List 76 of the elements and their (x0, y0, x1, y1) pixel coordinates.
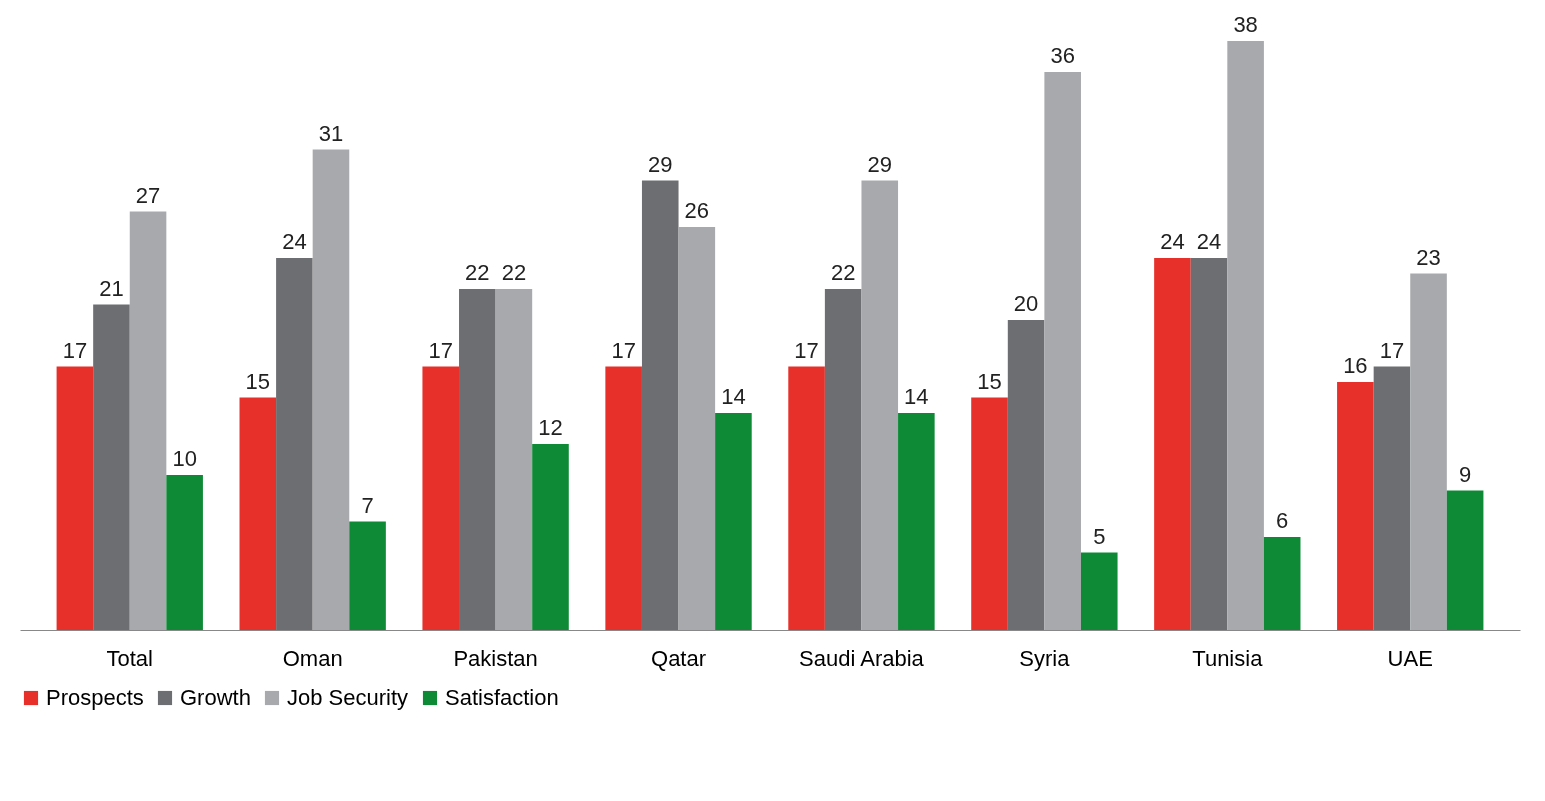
bar (861, 180, 899, 630)
data-label: 17 (428, 337, 453, 363)
data-label: 31 (318, 120, 344, 146)
data-label: 17 (1379, 337, 1405, 363)
bar (1410, 273, 1447, 630)
data-label: 36 (1050, 43, 1075, 68)
bar (641, 180, 679, 630)
bar (715, 413, 752, 630)
bar (1263, 537, 1301, 630)
x-tick-label: Qatar (651, 645, 707, 671)
bar (349, 521, 386, 630)
data-label: 21 (99, 275, 124, 301)
bar (422, 366, 460, 630)
data-label: 24 (1196, 229, 1222, 254)
bar (1190, 258, 1228, 630)
bar (1044, 72, 1081, 630)
bar (459, 289, 496, 630)
data-label: 12 (538, 415, 563, 440)
x-tick-label: Total (106, 645, 153, 671)
data-label: 14 (904, 384, 929, 409)
x-tick-label: UAE (1387, 645, 1433, 671)
data-label: 15 (977, 368, 1002, 394)
data-label: 26 (684, 198, 710, 223)
data-label: 17 (794, 337, 819, 363)
bar (93, 304, 130, 630)
data-label: 23 (1416, 244, 1441, 270)
data-label: 27 (135, 182, 161, 208)
data-label: 7 (361, 492, 374, 518)
data-label: 17 (611, 337, 636, 363)
data-label: 24 (1160, 229, 1185, 254)
data-label: 10 (172, 446, 197, 471)
legend-label: Growth (180, 685, 251, 710)
bar (495, 289, 533, 630)
x-tick-label: Pakistan (453, 645, 538, 671)
bar (971, 397, 1008, 630)
bar (678, 227, 716, 630)
bar (824, 289, 862, 630)
bar (1373, 366, 1411, 630)
data-label: 22 (465, 260, 490, 285)
data-label: 29 (867, 151, 892, 177)
data-label: 20 (1013, 291, 1039, 316)
bar (898, 413, 935, 630)
bar (239, 397, 277, 630)
bar (166, 475, 203, 630)
data-label: 17 (62, 337, 88, 363)
data-label: 9 (1459, 461, 1472, 487)
bar (532, 444, 569, 630)
data-label: 14 (721, 384, 746, 409)
legend-label: Satisfaction (445, 685, 559, 710)
bar (1446, 490, 1484, 630)
bar (1227, 41, 1264, 630)
bar (1337, 382, 1374, 630)
data-label: 5 (1093, 523, 1106, 549)
data-label: 22 (501, 260, 527, 285)
bar (312, 149, 350, 630)
data-label: 22 (830, 260, 856, 285)
data-label: 6 (1276, 508, 1289, 533)
bar (1154, 258, 1191, 630)
bar (276, 258, 313, 630)
x-tick-label: Oman (282, 645, 343, 671)
bar (129, 211, 167, 630)
data-label: 15 (245, 368, 271, 394)
data-label: 29 (648, 151, 673, 177)
bar (1080, 552, 1118, 630)
bar (788, 366, 825, 630)
data-label: 24 (282, 229, 307, 254)
bar (605, 366, 642, 630)
bar (56, 366, 94, 630)
x-tick-label: Saudi Arabia (799, 645, 925, 671)
x-tick-label: Syria (1019, 645, 1071, 671)
legend-label: Prospects (46, 685, 144, 710)
data-label: 16 (1343, 353, 1368, 378)
legend-label: Job Security (287, 685, 409, 710)
data-label: 38 (1233, 12, 1258, 37)
bar (1007, 320, 1045, 630)
x-tick-label: Tunisia (1192, 645, 1264, 671)
